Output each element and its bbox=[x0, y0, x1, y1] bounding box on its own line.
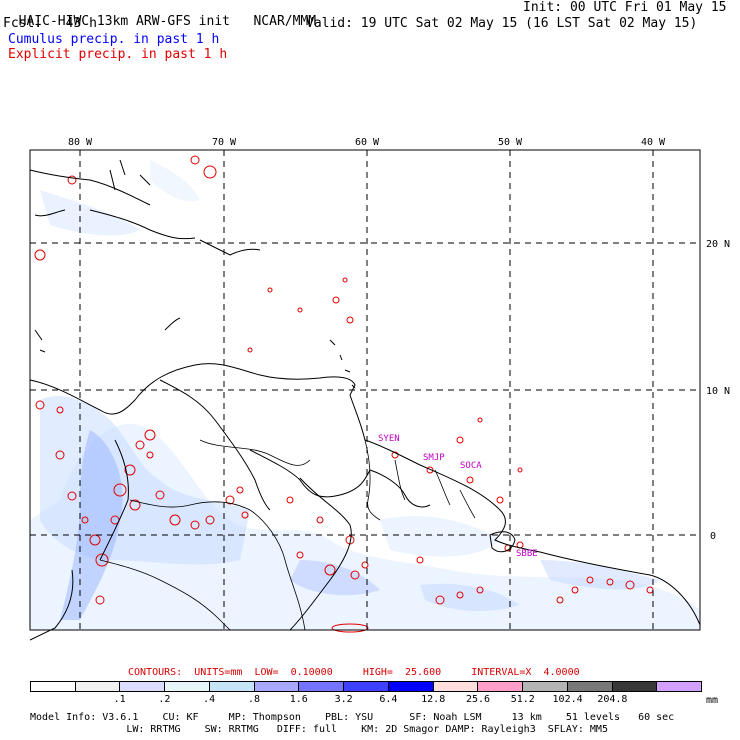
color-swatch bbox=[523, 682, 568, 691]
contours-high: HIGH= 25.600 bbox=[362, 667, 442, 678]
model-info-line2: LW: RRTMG SW: RRTMG DIFF: full KM: 2D Sm… bbox=[30, 724, 608, 735]
color-scale-bar bbox=[30, 681, 702, 692]
org-name: NCAR/MMM bbox=[253, 14, 317, 29]
explicit-precip-contours bbox=[34, 155, 654, 633]
color-scale-label: 3.2 bbox=[334, 694, 353, 705]
color-scale-label: 1.6 bbox=[289, 694, 308, 705]
color-swatch bbox=[299, 682, 345, 691]
lon-label-70w: 70 W bbox=[212, 137, 237, 148]
color-swatch bbox=[254, 682, 300, 691]
contours-interval: INTERVAL=X 4.0000 bbox=[471, 667, 580, 678]
cumulus-precip-shading bbox=[30, 160, 700, 630]
station-soca: SOCA bbox=[460, 461, 482, 471]
cumulus-legend: Cumulus precip. in past 1 h bbox=[8, 32, 220, 47]
color-swatch bbox=[478, 682, 524, 691]
contour-info: CONTOURS: UNITS=mm LOW= 0.10000 HIGH= 25… bbox=[128, 666, 580, 680]
color-scale-label: .2 bbox=[158, 694, 171, 705]
model-info-line1: Model Info: V3.6.1 CU: KF MP: Thompson P… bbox=[30, 712, 675, 723]
color-swatch bbox=[657, 682, 702, 691]
map-frame bbox=[29, 149, 701, 631]
coastlines bbox=[29, 159, 701, 641]
explicit-legend: Explicit precip. in past 1 h bbox=[8, 47, 228, 62]
color-swatch bbox=[31, 682, 76, 691]
color-swatch bbox=[120, 682, 166, 691]
country-borders bbox=[99, 439, 476, 631]
model-title: HAIC-HIWC 13km ARW-GFS init NCAR/MMM bbox=[3, 1, 316, 29]
color-scale-labels: .1 .2 .4 .8 1.6 3.2 6.4 12.8 25.6 51.2 102.4 204.8 bbox=[30, 694, 702, 706]
fcst-value: 43 h bbox=[65, 16, 97, 31]
color-scale-units: mm bbox=[706, 695, 719, 706]
color-swatch bbox=[344, 682, 389, 691]
init-time: Init: 00 UTC Fri 01 May 15 bbox=[523, 0, 727, 15]
lat-label-0: 0 bbox=[710, 531, 716, 542]
lon-label-60w: 60 W bbox=[355, 137, 380, 148]
color-swatch bbox=[165, 682, 210, 691]
color-swatch bbox=[612, 682, 658, 691]
color-scale-label: 51.2 bbox=[510, 694, 535, 705]
color-scale-label: 12.8 bbox=[421, 694, 446, 705]
lon-label-40w: 40 W bbox=[641, 137, 666, 148]
lat-label-10n: 10 N bbox=[706, 386, 730, 397]
station-smjp: SMJP bbox=[423, 453, 445, 463]
lat-label-20n: 20 N bbox=[706, 239, 730, 250]
color-scale-label: .1 bbox=[113, 694, 126, 705]
lat-lon-grid bbox=[30, 150, 700, 630]
color-scale-label: 25.6 bbox=[465, 694, 491, 705]
color-swatch bbox=[75, 682, 121, 691]
station-sbbe: SBBE bbox=[516, 549, 538, 559]
color-scale-label: 6.4 bbox=[379, 694, 398, 705]
lon-label-50w: 50 W bbox=[498, 137, 523, 148]
color-swatch bbox=[209, 682, 255, 691]
valid-time: Valid: 19 UTC Sat 02 May 15 (16 LST Sat … bbox=[306, 16, 698, 31]
color-swatch bbox=[388, 682, 434, 691]
color-scale-label: 102.4 bbox=[552, 694, 583, 705]
contours-units: UNITS=mm bbox=[194, 667, 243, 678]
color-scale-label: .8 bbox=[247, 694, 261, 705]
fcst-label: Fcst: bbox=[3, 16, 43, 31]
color-swatch bbox=[433, 682, 479, 691]
model-name: HAIC-HIWC 13km ARW-GFS init bbox=[18, 14, 230, 29]
contours-low: LOW= 0.10000 bbox=[254, 667, 333, 678]
color-scale-label: .4 bbox=[203, 694, 216, 705]
forecast-hour: Fcst: 43 h bbox=[3, 17, 97, 31]
color-scale-label: 204.8 bbox=[597, 694, 628, 705]
color-swatch bbox=[567, 682, 613, 691]
station-syen: SYEN bbox=[378, 434, 400, 444]
contours-label: CONTOURS: bbox=[128, 667, 183, 678]
lon-label-80w: 80 W bbox=[68, 137, 93, 148]
